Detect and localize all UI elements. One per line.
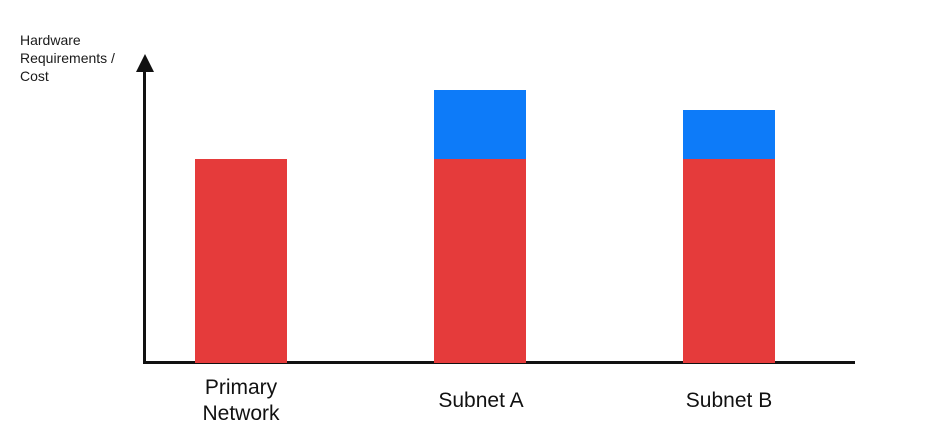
y-axis-title: Hardware Requirements / Cost (20, 32, 115, 84)
x-tick-label-subnet-b: Subnet B (685, 389, 773, 412)
bar-segment-red-base (434, 159, 526, 363)
y-axis-line (143, 64, 146, 364)
bar-primary-network (195, 159, 287, 363)
y-axis-arrowhead-icon (136, 54, 154, 72)
bar-segment-red-base (195, 159, 287, 363)
bar-segment-red-base (683, 159, 775, 363)
x-tick-label-primary-network: Primary Network (202, 376, 280, 425)
plot-area (143, 57, 855, 363)
bar-subnet-b (683, 110, 775, 363)
x-tick-label-subnet-a: Subnet A (438, 389, 524, 412)
bar-segment-blue-overhead (434, 89, 526, 159)
bar-segment-blue-overhead (683, 110, 775, 159)
bar-subnet-a (434, 89, 526, 363)
